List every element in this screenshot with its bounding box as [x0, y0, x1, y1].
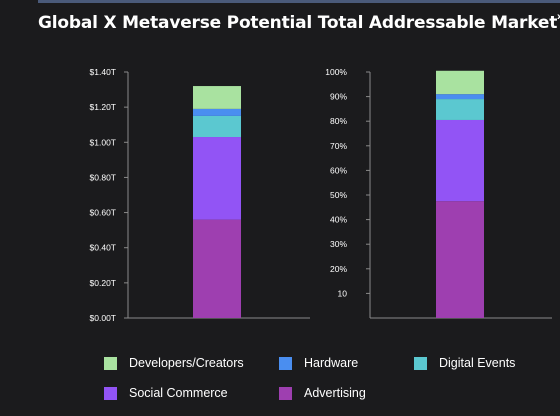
chart-dollar-tam: $0.00T $0.20T $0.40T $0.60T $0.80T $1.00T $1.2… [90, 67, 310, 323]
title-superscript: xv [557, 12, 560, 22]
page-title: Global X Metaverse Potential Total Addre… [38, 12, 560, 33]
y-tick-label: 100% [325, 67, 347, 77]
y-tick-label: 20% [330, 264, 347, 274]
y-tick-label: 30% [330, 239, 347, 249]
legend-label-digital-events: Digital Events [439, 356, 516, 370]
legend-item-advertising: Advertising [279, 386, 366, 400]
legend-swatch-hardware [279, 356, 292, 370]
bar-segment-advertising [193, 219, 241, 318]
y-tick-label: 50% [330, 190, 347, 200]
legend-item-digital-events: Digital Events [414, 356, 515, 370]
top-accent-strip [38, 0, 560, 3]
bar-segment-social-commerce [436, 119, 484, 202]
y-tick-label: $0.80T [90, 172, 116, 182]
legend-swatch-advertising [279, 386, 292, 400]
y-tick-label: 90% [330, 92, 347, 102]
y-tick-label: $0.20T [90, 278, 116, 288]
legend-label-advertising: Advertising [304, 386, 366, 400]
legend-label-social-commerce: Social Commerce [129, 386, 228, 400]
bar-segment-digital-events [436, 99, 484, 120]
bar-segment-hardware [193, 108, 241, 116]
y-tick-label: 60% [330, 165, 347, 175]
legend-swatch-social-commerce [104, 386, 117, 400]
bar-segment-advertising [436, 201, 484, 318]
legend-item-hardware: Hardware [279, 356, 358, 370]
legend-label-developers-creators: Developers/Creators [129, 356, 244, 370]
y-tick-label: $0.40T [90, 243, 116, 253]
bar-segment-hardware [436, 94, 484, 100]
bar-segment-developers-creators [436, 70, 484, 95]
legend-label-hardware: Hardware [304, 356, 359, 370]
y-tick-label: 40% [330, 215, 347, 225]
y-tick-label: 70% [330, 141, 347, 151]
legend-swatch-digital-events [414, 356, 427, 370]
y-tick-label: $1.40T [90, 67, 116, 77]
legend-item-developers-creators: Developers/Creators [104, 356, 244, 370]
bar-segment-developers-creators [193, 86, 241, 109]
y-tick-label: $0.60T [90, 208, 116, 218]
y-tick-label: 10 [338, 288, 348, 298]
y-tick-label: 80% [330, 116, 347, 126]
y-tick-label: $1.20T [90, 102, 116, 112]
chart-percent-share: 10 20% 30% 40% 50% 60% 70% 80% 90% 100% [325, 67, 552, 319]
y-tick-label: $1.00T [90, 137, 116, 147]
y-tick-label: $0.00T [90, 313, 116, 323]
title-text: Global X Metaverse Potential Total Addre… [38, 13, 558, 33]
bar-segment-digital-events [193, 115, 241, 138]
bar-segment-social-commerce [193, 137, 241, 220]
legend-item-social-commerce: Social Commerce [104, 386, 228, 400]
legend-swatch-developers-creators [104, 356, 117, 370]
